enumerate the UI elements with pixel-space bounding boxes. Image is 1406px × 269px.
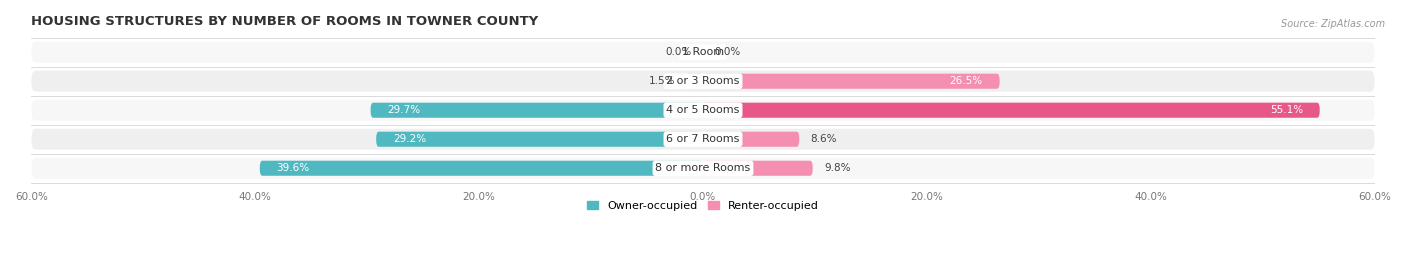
Text: 26.5%: 26.5% <box>949 76 983 86</box>
Text: 1 Room: 1 Room <box>682 47 724 57</box>
FancyBboxPatch shape <box>371 103 703 118</box>
Text: HOUSING STRUCTURES BY NUMBER OF ROOMS IN TOWNER COUNTY: HOUSING STRUCTURES BY NUMBER OF ROOMS IN… <box>31 15 538 28</box>
FancyBboxPatch shape <box>703 74 1000 89</box>
FancyBboxPatch shape <box>31 100 1375 121</box>
Text: 8 or more Rooms: 8 or more Rooms <box>655 163 751 173</box>
Text: 6 or 7 Rooms: 6 or 7 Rooms <box>666 134 740 144</box>
Text: 4 or 5 Rooms: 4 or 5 Rooms <box>666 105 740 115</box>
FancyBboxPatch shape <box>31 129 1375 150</box>
Text: 0.0%: 0.0% <box>714 47 741 57</box>
FancyBboxPatch shape <box>260 161 703 176</box>
Text: 29.7%: 29.7% <box>388 105 420 115</box>
Text: 8.6%: 8.6% <box>810 134 837 144</box>
FancyBboxPatch shape <box>31 158 1375 179</box>
Text: 39.6%: 39.6% <box>277 163 309 173</box>
Text: 29.2%: 29.2% <box>392 134 426 144</box>
Legend: Owner-occupied, Renter-occupied: Owner-occupied, Renter-occupied <box>582 196 824 215</box>
FancyBboxPatch shape <box>686 74 703 89</box>
Text: 1.5%: 1.5% <box>648 76 675 86</box>
FancyBboxPatch shape <box>703 103 1320 118</box>
FancyBboxPatch shape <box>703 132 799 147</box>
Text: 9.8%: 9.8% <box>824 163 851 173</box>
Text: 55.1%: 55.1% <box>1270 105 1303 115</box>
FancyBboxPatch shape <box>377 132 703 147</box>
FancyBboxPatch shape <box>31 71 1375 92</box>
FancyBboxPatch shape <box>31 42 1375 63</box>
Text: 2 or 3 Rooms: 2 or 3 Rooms <box>666 76 740 86</box>
Text: Source: ZipAtlas.com: Source: ZipAtlas.com <box>1281 19 1385 29</box>
Text: 0.0%: 0.0% <box>665 47 692 57</box>
FancyBboxPatch shape <box>703 161 813 176</box>
